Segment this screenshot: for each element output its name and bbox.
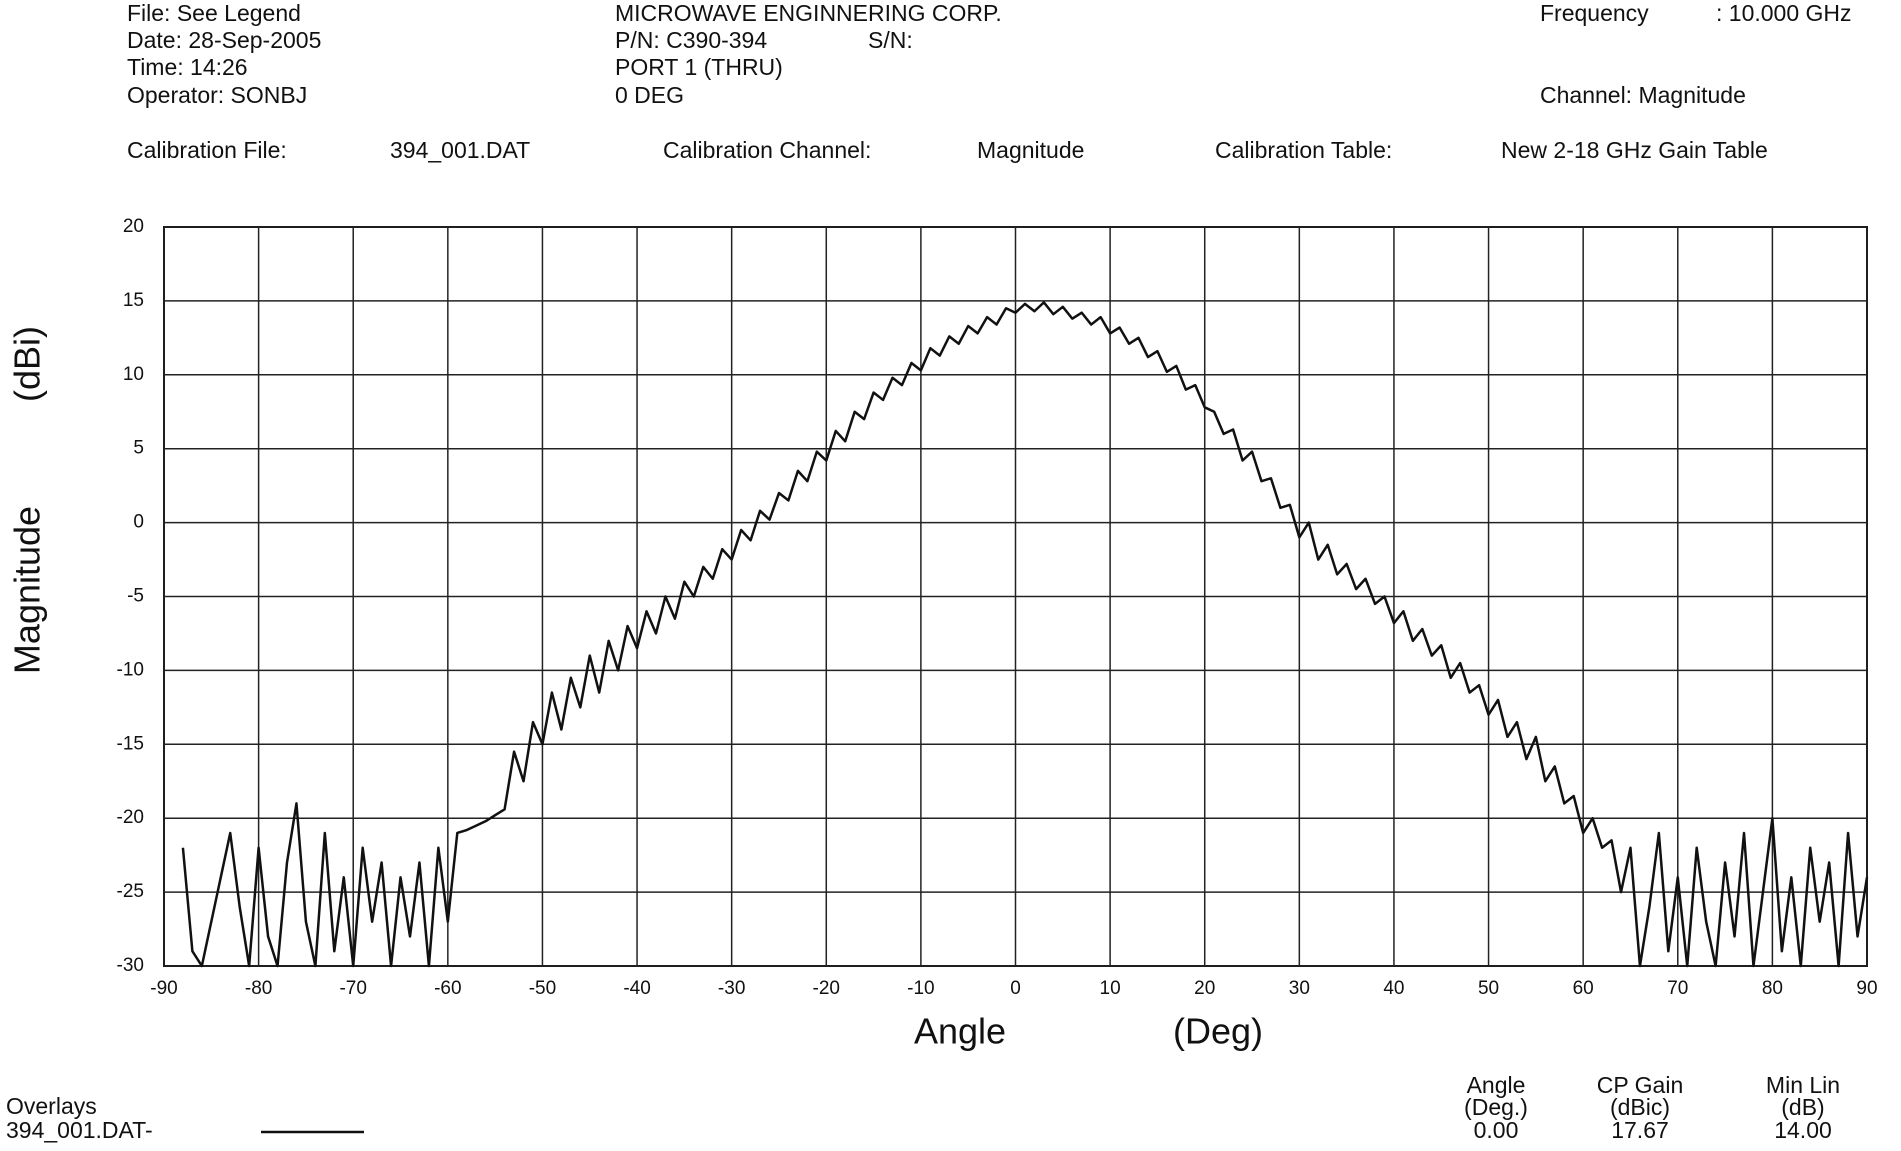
header-field: Time: 14:26 bbox=[127, 54, 248, 80]
y-tick-label: -15 bbox=[117, 733, 144, 754]
x-tick-label: -20 bbox=[813, 978, 840, 999]
legend-label: 394_001.DAT- bbox=[6, 1117, 153, 1143]
x-tick-label: 10 bbox=[1100, 978, 1121, 999]
x-tick-label: 30 bbox=[1289, 978, 1310, 999]
header-field: Calibration File: bbox=[127, 137, 287, 163]
x-tick-label: -40 bbox=[623, 978, 650, 999]
y-tick-label: -20 bbox=[117, 807, 144, 828]
x-tick-label: -50 bbox=[529, 978, 556, 999]
y-tick-label: -30 bbox=[117, 955, 144, 976]
x-tick-label: 70 bbox=[1667, 978, 1688, 999]
header-field: Operator: SONBJ bbox=[127, 82, 307, 108]
x-tick-label: 50 bbox=[1478, 978, 1499, 999]
header-field: New 2-18 GHz Gain Table bbox=[1501, 137, 1768, 163]
y-tick-label: 0 bbox=[133, 512, 144, 533]
y-tick-label: 15 bbox=[123, 290, 144, 311]
y-axis-label: Magnitude bbox=[7, 506, 48, 674]
y-tick-label: 20 bbox=[123, 216, 144, 237]
x-tick-label: -80 bbox=[245, 978, 272, 999]
header-field: Calibration Channel: bbox=[663, 137, 871, 163]
x-tick-label: -90 bbox=[150, 978, 177, 999]
header-field: Date: 28-Sep-2005 bbox=[127, 27, 321, 53]
x-tick-label: -60 bbox=[434, 978, 461, 999]
x-tick-label: -70 bbox=[339, 978, 366, 999]
x-tick-label: -10 bbox=[907, 978, 934, 999]
table-header: Angle bbox=[1467, 1072, 1526, 1098]
y-tick-label: 5 bbox=[133, 438, 144, 459]
header-field: 394_001.DAT bbox=[390, 137, 530, 163]
x-axis-unit: (Deg) bbox=[1173, 1011, 1263, 1052]
x-tick-label: 60 bbox=[1573, 978, 1594, 999]
y-tick-label: -5 bbox=[127, 586, 144, 607]
header-field: P/N: C390-394 bbox=[615, 27, 767, 53]
data-line bbox=[181, 301, 1869, 968]
x-tick-label: -30 bbox=[718, 978, 745, 999]
header-field: 0 DEG bbox=[615, 82, 684, 108]
table-value: 0.00 bbox=[1474, 1117, 1519, 1143]
x-axis-label: Angle bbox=[914, 1011, 1006, 1052]
x-tick-label: 80 bbox=[1762, 978, 1783, 999]
y-tick-label: 10 bbox=[123, 364, 144, 385]
header-field: Calibration Table: bbox=[1215, 137, 1392, 163]
header-field: Magnitude bbox=[977, 137, 1084, 163]
table-value: 17.67 bbox=[1611, 1117, 1669, 1143]
header-field: File: See Legend bbox=[127, 0, 301, 26]
table-header: Min Lin bbox=[1766, 1072, 1840, 1098]
table-header: (Deg.) bbox=[1464, 1094, 1528, 1120]
header-field: Channel: Magnitude bbox=[1540, 82, 1746, 108]
x-tick-label: 0 bbox=[1010, 978, 1021, 999]
y-tick-label: -25 bbox=[117, 881, 144, 902]
table-header: (dB) bbox=[1781, 1094, 1824, 1120]
x-tick-label: 90 bbox=[1856, 978, 1877, 999]
table-value: 14.00 bbox=[1774, 1117, 1832, 1143]
y-tick-label: -10 bbox=[117, 659, 144, 680]
header-field: S/N: bbox=[868, 27, 913, 53]
header-field: Frequency bbox=[1540, 0, 1649, 26]
x-tick-label: 40 bbox=[1383, 978, 1404, 999]
table-header: CP Gain bbox=[1597, 1072, 1684, 1098]
y-axis-unit: (dBi) bbox=[7, 326, 48, 402]
x-tick-label: 20 bbox=[1194, 978, 1215, 999]
table-header: (dBic) bbox=[1610, 1094, 1670, 1120]
header-field: MICROWAVE ENGINNERING CORP. bbox=[615, 0, 1002, 26]
legend-title: Overlays bbox=[6, 1093, 97, 1119]
header-field: PORT 1 (THRU) bbox=[615, 54, 783, 80]
header-field: : 10.000 GHz bbox=[1716, 0, 1852, 26]
